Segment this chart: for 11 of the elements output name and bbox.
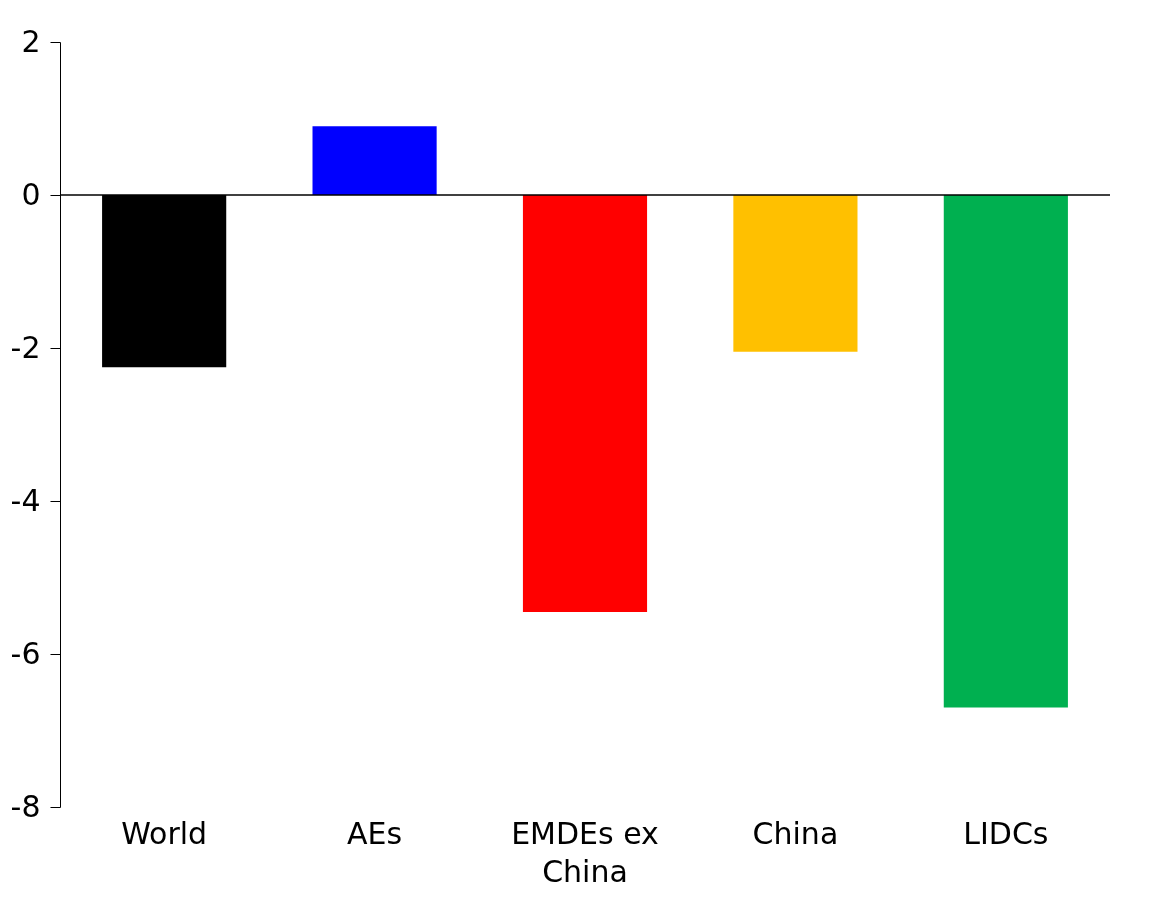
x-tick-label: LIDCs [963,815,1049,851]
y-tick-label: -2 [10,329,41,365]
x-tick-label: China [752,815,839,851]
x-tick-label: AEs [347,815,403,851]
y-tick-label: 0 [21,176,41,212]
y-tick-label: -6 [10,635,41,671]
y-tick-label: -8 [10,788,41,824]
x-tick-label: EMDEs ex China [511,815,659,889]
x-tick-label: World [121,815,208,851]
y-tick-label: -4 [10,482,41,518]
y-tick-label: 2 [21,23,41,59]
